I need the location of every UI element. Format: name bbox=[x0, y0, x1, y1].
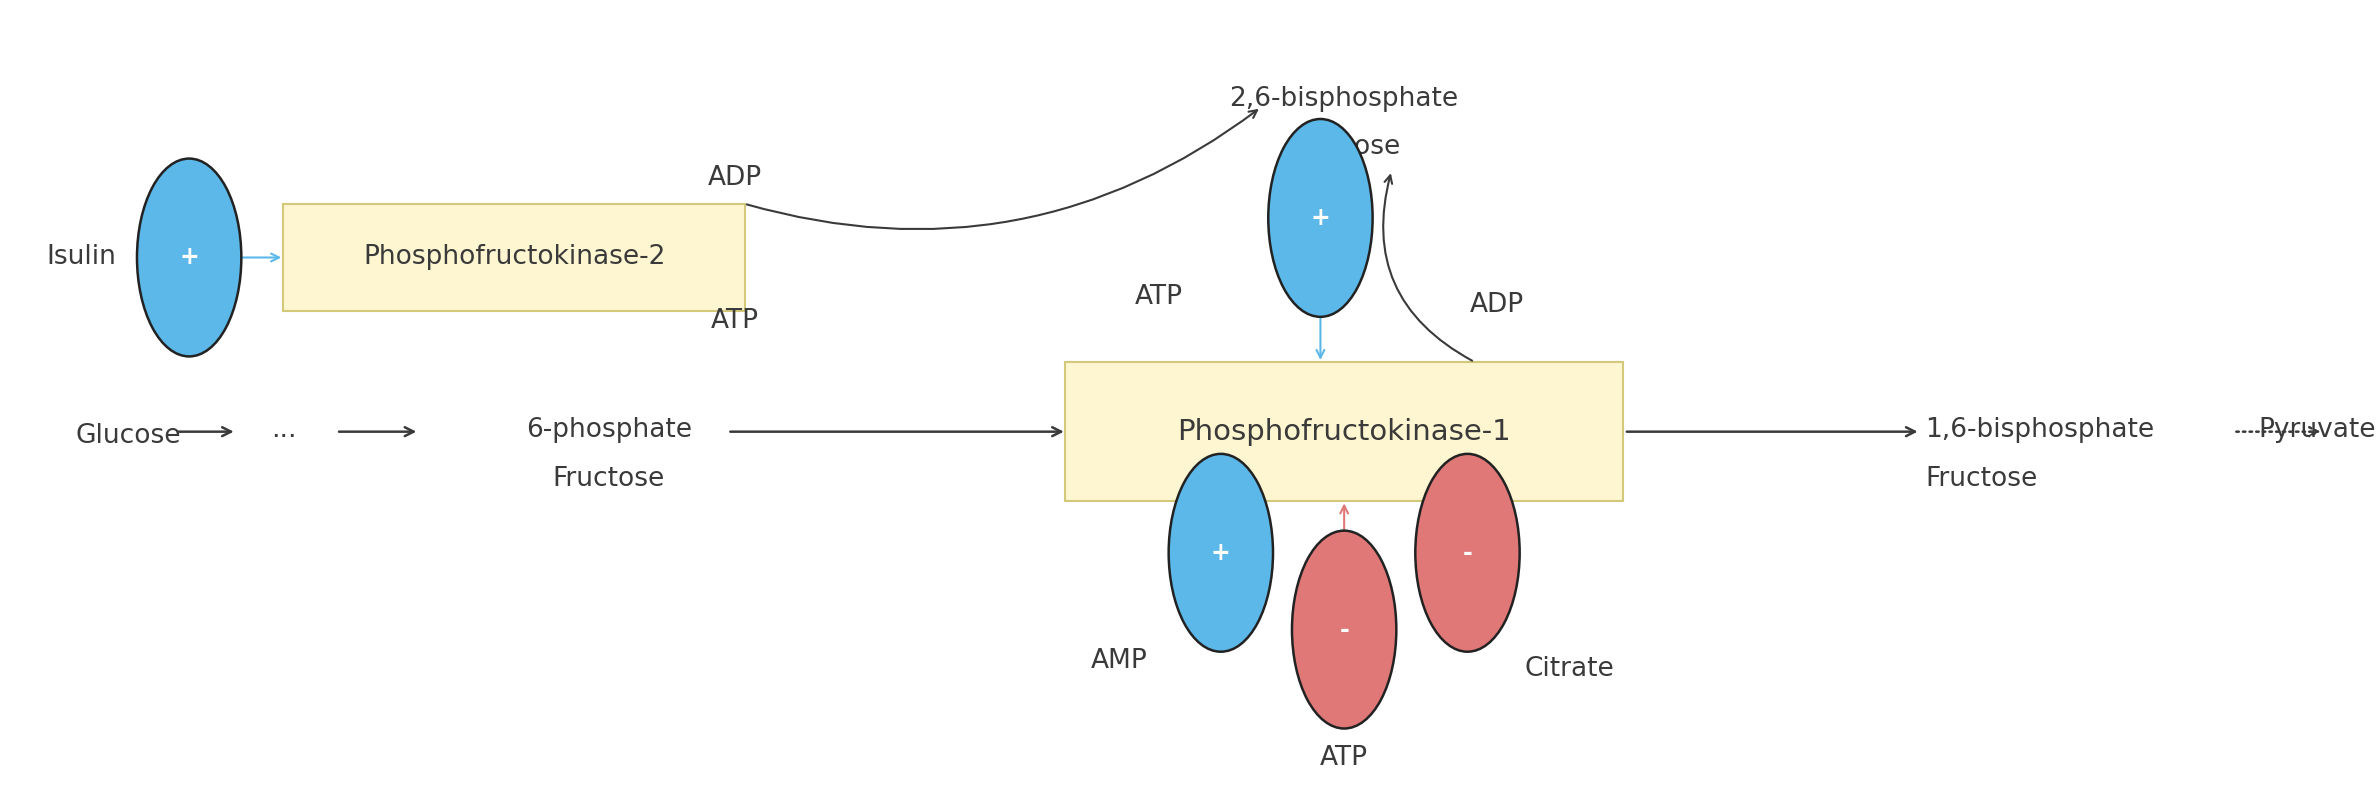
Text: Fructose: Fructose bbox=[552, 466, 664, 492]
Text: ATP: ATP bbox=[1135, 284, 1183, 310]
Text: +: + bbox=[1211, 541, 1230, 565]
Text: ADP: ADP bbox=[1471, 292, 1523, 318]
Text: Glucose: Glucose bbox=[76, 422, 181, 449]
Text: Isulin: Isulin bbox=[48, 245, 117, 270]
Text: Fructose: Fructose bbox=[1925, 466, 2037, 492]
Text: -: - bbox=[1464, 541, 1473, 565]
Text: ATP: ATP bbox=[712, 308, 759, 334]
FancyBboxPatch shape bbox=[1066, 362, 1623, 501]
Ellipse shape bbox=[1169, 454, 1273, 652]
Text: Phosphofructokinase-1: Phosphofructokinase-1 bbox=[1178, 418, 1511, 446]
Text: +: + bbox=[1311, 206, 1330, 230]
Text: ...: ... bbox=[271, 417, 298, 443]
Text: ATP: ATP bbox=[1321, 745, 1368, 771]
Text: ADP: ADP bbox=[707, 166, 762, 191]
Text: Pyruvate: Pyruvate bbox=[2259, 417, 2375, 443]
Ellipse shape bbox=[1269, 119, 1373, 317]
Text: -: - bbox=[1340, 618, 1349, 642]
Text: Fructose: Fructose bbox=[1288, 134, 1399, 160]
Text: 6-phosphate: 6-phosphate bbox=[526, 417, 693, 443]
FancyBboxPatch shape bbox=[283, 204, 745, 311]
Text: Citrate: Citrate bbox=[1526, 656, 1614, 682]
Text: AMP: AMP bbox=[1090, 648, 1147, 674]
Text: 2,6-bisphosphate: 2,6-bisphosphate bbox=[1230, 86, 1459, 112]
Ellipse shape bbox=[1416, 454, 1521, 652]
Text: 1,6-bisphosphate: 1,6-bisphosphate bbox=[1925, 417, 2154, 443]
Text: +: + bbox=[178, 246, 200, 270]
Ellipse shape bbox=[138, 158, 240, 357]
Text: Phosphofructokinase-2: Phosphofructokinase-2 bbox=[362, 245, 666, 270]
Ellipse shape bbox=[1292, 530, 1397, 729]
